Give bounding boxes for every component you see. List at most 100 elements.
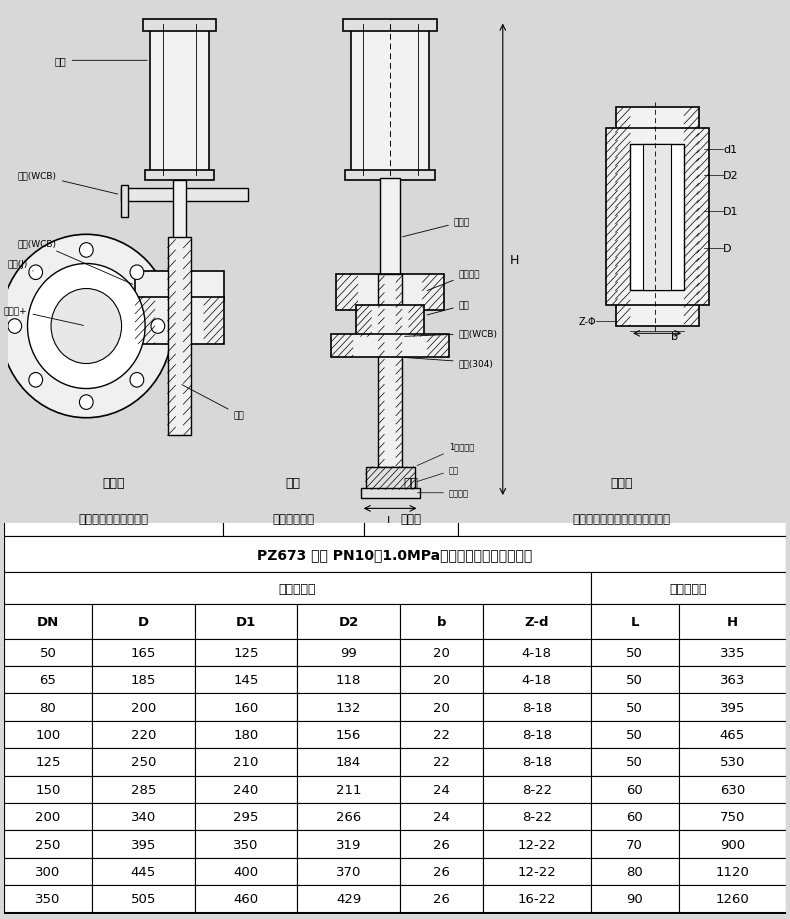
Text: D: D (137, 616, 149, 629)
Bar (194, 857, 297, 885)
Bar (483, 803, 590, 831)
Text: D: D (724, 244, 732, 254)
Text: 80: 80 (40, 701, 56, 714)
Bar (4, 694, 92, 721)
Bar (4, 502, 223, 537)
Text: 220: 220 (130, 728, 156, 742)
Bar (457, 502, 786, 537)
Bar (400, 748, 483, 776)
Bar (194, 803, 297, 831)
Bar (145, 171, 214, 181)
Bar (92, 639, 194, 666)
Text: 4-18: 4-18 (521, 646, 551, 659)
Bar (194, 694, 297, 721)
Text: 26: 26 (433, 892, 450, 905)
Bar (121, 189, 248, 202)
Bar (4, 721, 92, 748)
Text: L: L (630, 616, 639, 629)
Text: 900: 900 (720, 837, 745, 851)
Text: 参考参数值: 参考参数值 (670, 582, 707, 596)
Text: 上盖(WCB): 上盖(WCB) (18, 239, 133, 285)
Text: 118: 118 (336, 674, 361, 686)
Bar (590, 831, 679, 857)
Text: 145: 145 (233, 674, 258, 686)
Text: 20: 20 (433, 674, 450, 686)
Bar (590, 573, 786, 605)
Bar (483, 694, 590, 721)
Bar (297, 666, 400, 694)
Text: 335: 335 (720, 646, 745, 659)
Circle shape (130, 266, 144, 280)
Bar (4, 831, 92, 857)
Bar (167, 238, 191, 436)
Text: 闸板(WCB): 闸板(WCB) (404, 329, 498, 338)
Text: 200: 200 (130, 701, 156, 714)
Text: 285: 285 (130, 783, 156, 796)
Text: 50: 50 (626, 755, 643, 768)
Text: H: H (727, 616, 738, 629)
Bar (194, 776, 297, 803)
Text: 350: 350 (233, 837, 258, 851)
Text: 螺孔(J): 螺孔(J) (7, 260, 33, 272)
Text: 210: 210 (233, 755, 258, 768)
Text: 465: 465 (720, 728, 745, 742)
Bar (223, 502, 363, 537)
Bar (679, 857, 786, 885)
Bar (590, 639, 679, 666)
Circle shape (8, 320, 21, 334)
Text: 160: 160 (233, 701, 258, 714)
Bar (400, 666, 483, 694)
Bar (483, 776, 590, 803)
Bar (297, 605, 400, 639)
Bar (194, 639, 297, 666)
Bar (92, 803, 194, 831)
Text: 350: 350 (36, 892, 61, 905)
Text: 12-22: 12-22 (517, 837, 556, 851)
Bar (297, 776, 400, 803)
Bar (4, 857, 92, 885)
Text: 氟胶: 氟胶 (417, 466, 459, 482)
Text: H: H (510, 254, 519, 267)
Bar (194, 831, 297, 857)
Text: 8-18: 8-18 (521, 755, 551, 768)
Bar (297, 857, 400, 885)
Bar (345, 171, 435, 181)
Text: 1260: 1260 (716, 892, 749, 905)
Bar (4, 573, 590, 605)
Text: 300: 300 (36, 865, 61, 878)
Bar (92, 721, 194, 748)
Text: 125: 125 (36, 755, 61, 768)
Text: 8-18: 8-18 (521, 728, 551, 742)
Text: 不锈钢: 不锈钢 (401, 513, 421, 526)
Bar (590, 694, 679, 721)
Bar (590, 748, 679, 776)
Bar (297, 885, 400, 913)
Bar (194, 666, 297, 694)
Text: 180: 180 (233, 728, 258, 742)
Text: 24: 24 (433, 783, 450, 796)
Bar (4, 666, 92, 694)
Text: 20: 20 (433, 701, 450, 714)
Bar (223, 464, 363, 502)
Bar (679, 831, 786, 857)
Text: 60: 60 (626, 783, 643, 796)
Bar (679, 803, 786, 831)
Text: PZ673 系列 PN10（1.0MPa）气动刀型闸阀主要参数: PZ673 系列 PN10（1.0MPa）气动刀型闸阀主要参数 (258, 548, 532, 562)
Bar (483, 857, 590, 885)
Bar (457, 464, 786, 502)
Bar (400, 776, 483, 803)
Text: 150: 150 (36, 783, 61, 796)
Bar (630, 144, 684, 290)
Text: 240: 240 (233, 783, 258, 796)
Text: 60: 60 (626, 811, 643, 823)
Text: 楔孔: 楔孔 (182, 385, 244, 420)
Text: D2: D2 (724, 171, 739, 181)
Bar (679, 721, 786, 748)
Text: 50: 50 (40, 646, 56, 659)
Bar (92, 831, 194, 857)
Text: 429: 429 (336, 892, 361, 905)
Circle shape (0, 235, 172, 418)
Text: 630: 630 (720, 783, 745, 796)
Bar (483, 721, 590, 748)
Bar (297, 803, 400, 831)
